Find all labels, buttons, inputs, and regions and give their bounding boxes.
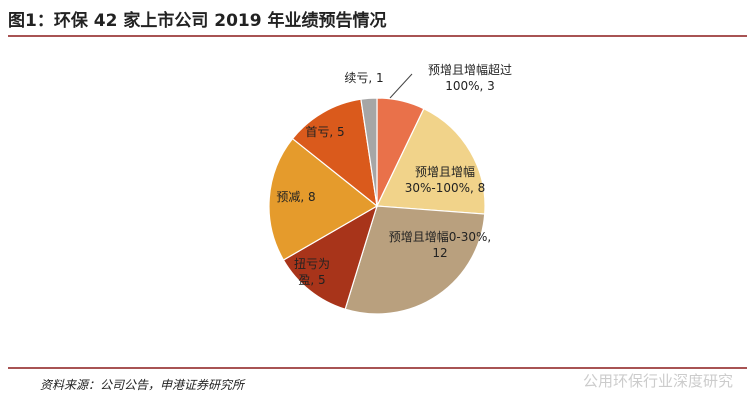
slice-label: 预增且增幅30%-100%, 8 bbox=[404, 165, 486, 195]
watermark: 公用环保行业深度研究 bbox=[582, 372, 733, 390]
slice-label: 首亏, 5 bbox=[305, 125, 345, 139]
source: 资料来源：公司公告，申港证券研究所 bbox=[40, 378, 245, 392]
pie-slice bbox=[291, 98, 378, 208]
slice-label: 预减, 8 bbox=[276, 190, 316, 204]
pie-slice bbox=[344, 205, 486, 315]
slice-label: 预增且增幅超过100%, 3 bbox=[427, 63, 512, 93]
pie-slice bbox=[360, 97, 378, 207]
pie-slice bbox=[376, 107, 486, 215]
slice-label: 预增且增幅0-30%, 12 bbox=[388, 230, 492, 260]
pie-slice bbox=[268, 137, 379, 261]
title: 图1：环保 42 家上市公司 2019 年业绩预告情况 bbox=[8, 11, 387, 31]
slice-label: 扭亏为盈, 5 bbox=[293, 257, 330, 287]
slice-label: 续亏, 1 bbox=[344, 71, 384, 85]
pie-slice bbox=[282, 204, 379, 310]
leader-line bbox=[389, 73, 413, 99]
